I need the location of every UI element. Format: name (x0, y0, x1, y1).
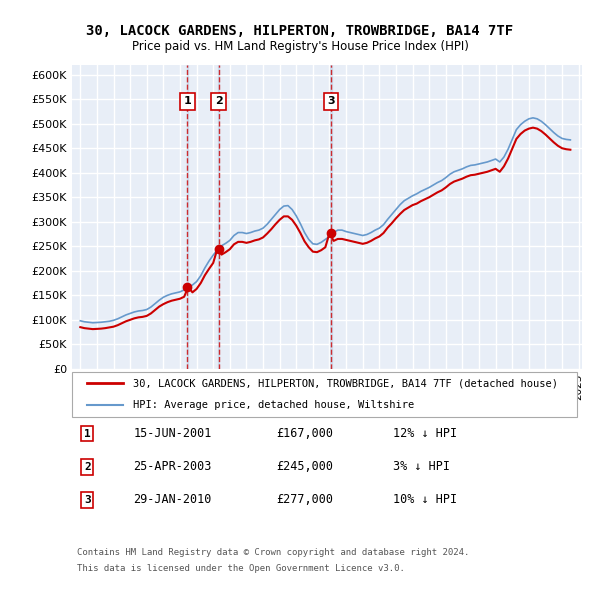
Text: £277,000: £277,000 (276, 493, 333, 506)
Text: 15-JUN-2001: 15-JUN-2001 (133, 427, 212, 440)
Text: 25-APR-2003: 25-APR-2003 (133, 460, 212, 473)
Text: Contains HM Land Registry data © Crown copyright and database right 2024.: Contains HM Land Registry data © Crown c… (77, 548, 469, 557)
Text: 2: 2 (84, 462, 91, 472)
Bar (218, 65, 220, 369)
Bar (330, 65, 332, 369)
Text: 29-JAN-2010: 29-JAN-2010 (133, 493, 212, 506)
Text: 1: 1 (84, 429, 91, 439)
Text: 30, LACOCK GARDENS, HILPERTON, TROWBRIDGE, BA14 7TF (detached house): 30, LACOCK GARDENS, HILPERTON, TROWBRIDG… (133, 378, 558, 388)
Text: 2: 2 (215, 96, 223, 106)
Text: 3: 3 (327, 96, 335, 106)
Text: 3: 3 (84, 495, 91, 505)
FancyBboxPatch shape (72, 372, 577, 418)
Bar (187, 65, 188, 369)
Text: 3% ↓ HPI: 3% ↓ HPI (394, 460, 450, 473)
Text: This data is licensed under the Open Government Licence v3.0.: This data is licensed under the Open Gov… (77, 564, 405, 573)
Text: 10% ↓ HPI: 10% ↓ HPI (394, 493, 457, 506)
Text: 12% ↓ HPI: 12% ↓ HPI (394, 427, 457, 440)
Text: 1: 1 (184, 96, 191, 106)
Text: Price paid vs. HM Land Registry's House Price Index (HPI): Price paid vs. HM Land Registry's House … (131, 40, 469, 53)
Text: HPI: Average price, detached house, Wiltshire: HPI: Average price, detached house, Wilt… (133, 400, 415, 410)
Text: £167,000: £167,000 (276, 427, 333, 440)
Text: £245,000: £245,000 (276, 460, 333, 473)
Text: 30, LACOCK GARDENS, HILPERTON, TROWBRIDGE, BA14 7TF: 30, LACOCK GARDENS, HILPERTON, TROWBRIDG… (86, 24, 514, 38)
